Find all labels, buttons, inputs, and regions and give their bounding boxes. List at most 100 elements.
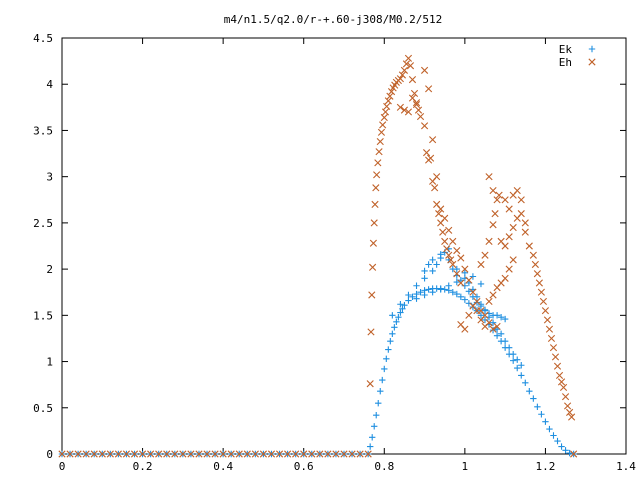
data-point-eh (219, 450, 227, 458)
data-point-eh (371, 200, 379, 208)
data-point-eh (521, 219, 529, 227)
data-point-eh (332, 450, 340, 458)
data-point-eh (155, 450, 163, 458)
data-point-ek (449, 289, 456, 296)
data-point-ek (391, 324, 398, 331)
legend-label-ek: Ek (559, 43, 573, 56)
data-point-eh (114, 450, 122, 458)
data-point-ek (469, 273, 477, 280)
x-tick-label: 1.2 (535, 460, 555, 473)
data-point-ek (401, 301, 408, 309)
data-point-ek (421, 275, 428, 282)
data-point-ek (413, 282, 420, 289)
data-point-eh (485, 173, 493, 181)
data-point-ek (393, 318, 400, 326)
data-point-eh (387, 88, 396, 96)
data-point-eh (461, 265, 469, 273)
data-point-eh (453, 247, 461, 255)
data-point-eh (509, 223, 517, 232)
y-tick-label: 0.5 (33, 402, 53, 415)
data-point-ek (558, 443, 565, 450)
data-point-eh (292, 450, 300, 458)
data-point-eh (227, 450, 235, 458)
data-point-ek (501, 315, 509, 323)
data-point-eh (481, 322, 489, 331)
data-point-eh (505, 205, 513, 213)
data-point-eh (427, 154, 435, 162)
data-point-eh (366, 380, 374, 388)
data-point-eh (408, 76, 417, 84)
y-tick-label: 0 (46, 448, 53, 461)
data-point-eh (367, 328, 375, 336)
data-point-eh (457, 254, 465, 262)
data-point-eh (477, 260, 485, 269)
y-tick-label: 2 (46, 263, 53, 276)
data-point-ek (497, 313, 505, 321)
data-point-eh (441, 214, 449, 222)
data-point-eh (370, 219, 378, 227)
data-point-eh (106, 450, 114, 458)
data-point-eh (284, 450, 292, 458)
data-point-ek (373, 411, 380, 419)
data-point-eh (489, 221, 497, 229)
data-point-eh (267, 450, 276, 458)
data-point-eh (501, 274, 509, 282)
data-point-eh (439, 228, 447, 236)
data-point-eh (340, 450, 348, 458)
data-point-eh (398, 71, 407, 79)
data-point-eh (517, 210, 525, 218)
data-point-ek (493, 332, 501, 339)
data-point-eh (138, 450, 147, 458)
data-point-eh (535, 279, 543, 287)
data-point-ek (518, 372, 525, 379)
data-point-eh (437, 205, 445, 213)
data-point-eh (90, 450, 98, 458)
data-point-ek (429, 267, 436, 275)
data-point-eh (122, 450, 131, 458)
data-point-ek (379, 376, 386, 384)
data-point-eh (130, 450, 139, 458)
data-point-ek (429, 256, 436, 264)
data-point-eh (369, 239, 377, 247)
data-point-eh (179, 450, 187, 458)
data-point-eh (545, 325, 554, 333)
data-point-eh (420, 66, 429, 74)
data-point-ek (510, 357, 517, 364)
data-point-eh (445, 226, 453, 234)
y-tick-label: 3 (46, 171, 53, 184)
data-point-ek (445, 282, 452, 289)
series-layer (58, 54, 578, 458)
data-point-ek (534, 403, 541, 411)
x-tick-label: 0.6 (294, 460, 314, 473)
data-point-eh (465, 311, 473, 319)
data-point-eh (449, 260, 457, 269)
data-point-eh (412, 100, 421, 109)
data-point-eh (547, 334, 556, 343)
data-point-eh (187, 450, 195, 458)
y-tick-label: 1.5 (33, 309, 53, 322)
data-point-eh (465, 276, 473, 284)
data-point-eh (348, 450, 356, 458)
data-point-eh (356, 450, 364, 458)
data-point-ek (397, 309, 404, 316)
data-point-eh (171, 450, 179, 458)
data-point-eh (251, 450, 259, 458)
data-point-ek (481, 316, 489, 324)
x-tick-label: 0.2 (133, 460, 153, 473)
data-point-ek (489, 319, 497, 326)
x-tick-label: 0.4 (213, 460, 233, 473)
data-point-ek (395, 313, 402, 321)
data-point-eh (495, 191, 503, 199)
legend: Ek Eh (559, 43, 596, 69)
y-tick-label: 3.5 (33, 124, 53, 137)
series-ek (58, 245, 577, 458)
data-point-eh (513, 186, 521, 195)
axes: 0 0.2 0.4 0.6 0.8 1 1.2 1.4 0 0.5 1 1.5 2 2.5 3 3.5 4 4.5 (33, 32, 636, 473)
legend-marker-ek (588, 45, 596, 53)
data-point-eh (489, 325, 497, 333)
chart-title: m4/n1.5/q2.0/r-+.60-j308/M0.2/512 (224, 13, 443, 26)
data-point-eh (570, 450, 578, 458)
data-point-eh (561, 393, 570, 401)
data-point-ek (505, 344, 513, 351)
data-point-eh (316, 450, 324, 458)
